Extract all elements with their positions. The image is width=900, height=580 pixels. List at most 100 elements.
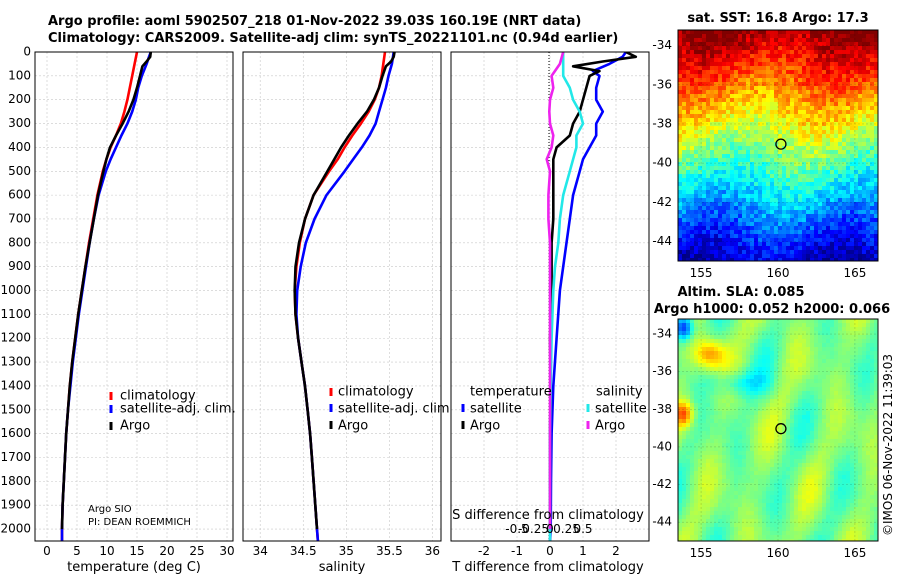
sst-map: sat. SST: 16.8 Argo: 17.3 -34 -36 -38 -40 -4… xyxy=(652,11,879,280)
lat-tick-label: -36 xyxy=(652,364,672,378)
sst-argo-location-marker xyxy=(775,138,787,150)
s-tick-label: 0 xyxy=(546,522,554,536)
lon-tick-label: 155 xyxy=(690,546,713,560)
legend-salinity-title: salinity xyxy=(596,385,643,400)
temperature-panel: 0100200300400500600700800900100011001200… xyxy=(0,45,235,576)
x-tick-label: 35 xyxy=(339,544,354,558)
temperature-legend: climatology satellite-adj. clim. Argo xyxy=(109,389,236,434)
salinity-legend: climatology satellite-adj. clim. Argo xyxy=(329,385,454,434)
depth-tick-label: 1100 xyxy=(0,307,31,321)
sst-grid xyxy=(678,30,878,261)
x-tick-label: 1 xyxy=(579,544,587,558)
x-tick-label: 30 xyxy=(219,544,234,558)
series-line-temperature-satellite xyxy=(548,52,627,541)
lat-tick-label: -38 xyxy=(652,402,672,416)
x-tick-label: 15 xyxy=(129,544,144,558)
dlegend-t-satellite-label: satellite xyxy=(470,402,522,417)
salinity-axis-label: salinity xyxy=(319,560,366,575)
depth-tick-label: 1000 xyxy=(0,283,31,297)
salinity-series xyxy=(293,52,396,541)
depth-tick-label: 300 xyxy=(8,116,31,130)
profile-title: Argo profile: aoml 5902507_218 01-Nov-20… xyxy=(48,14,582,29)
sst-title: sat. SST: 16.8 Argo: 17.3 xyxy=(687,11,868,26)
legend-temperature-title: temperature xyxy=(470,385,552,400)
depth-tick-label: 0 xyxy=(23,45,31,59)
sal-legend-climatology-label: climatology xyxy=(338,385,414,400)
legend-climatology-label: climatology xyxy=(120,389,196,404)
lat-tick-label: -34 xyxy=(652,38,672,52)
depth-tick-label: 1900 xyxy=(0,498,31,512)
depth-tick-label: 700 xyxy=(8,211,31,225)
t-difference-axis-label: T difference from climatology xyxy=(451,560,644,575)
lon-tick-label: 160 xyxy=(767,546,790,560)
x-tick-label: 35.5 xyxy=(376,544,403,558)
x-tick-label: 2 xyxy=(612,544,620,558)
depth-tick-label: 1700 xyxy=(0,450,31,464)
depth-tick-label: 500 xyxy=(8,164,31,178)
x-tick-label: 0 xyxy=(43,544,51,558)
lon-tick-label: 155 xyxy=(690,266,713,280)
dlegend-s-argo-label: Argo xyxy=(595,419,625,434)
salinity-tick-labels: 34 34.5 35 35.5 36 xyxy=(253,544,440,558)
legend-satellite-label: satellite-adj. clim. xyxy=(120,402,236,417)
depth-tick-label: 1800 xyxy=(0,474,31,488)
series-line-argo xyxy=(60,52,153,530)
x-tick-label: 25 xyxy=(189,544,204,558)
depth-tick-label: 900 xyxy=(8,259,31,273)
x-tick-label: 34.5 xyxy=(290,544,317,558)
imos-credit: ©IMOS 06-Nov-2022 11:39:03 xyxy=(881,354,895,536)
lat-tick-label: -44 xyxy=(652,515,672,529)
legend-argo-label: Argo xyxy=(120,419,150,434)
lat-tick-label: -34 xyxy=(652,327,672,341)
sst-lat-ticks: -34 -36 -38 -40 -42 -44 xyxy=(652,38,672,248)
difference-series xyxy=(545,52,638,541)
sla-lon-ticks: 155 160 165 xyxy=(690,546,867,560)
depth-tick-label: 1400 xyxy=(0,378,31,392)
s-difference-axis-label: S difference from climatology xyxy=(452,508,644,523)
x-tick-label: 0 xyxy=(546,544,554,558)
sal-legend-argo-label: Argo xyxy=(338,419,368,434)
s-tick-label: 0.5 xyxy=(573,522,592,536)
lat-tick-label: -40 xyxy=(652,439,672,453)
sla-lat-ticks: -34 -36 -38 -40 -42 -44 xyxy=(652,327,672,529)
difference-legend: temperature satellite Argo salinity sate… xyxy=(461,385,647,434)
s-tick-label: -0.5 xyxy=(505,522,528,536)
lon-tick-label: 165 xyxy=(843,546,866,560)
depth-tick-label: 1300 xyxy=(0,355,31,369)
sla-grid xyxy=(678,319,878,541)
lat-tick-label: -42 xyxy=(652,477,672,491)
temperature-tick-labels: 0 5 10 15 20 25 30 xyxy=(43,544,234,558)
x-tick-label: 34 xyxy=(253,544,268,558)
lat-tick-label: -38 xyxy=(652,116,672,130)
lon-tick-label: 165 xyxy=(843,266,866,280)
s-tick-label: 0.25 xyxy=(553,522,580,536)
s-tick-label: -0.25 xyxy=(518,522,549,536)
depth-tick-label: 100 xyxy=(8,68,31,82)
sla-field xyxy=(678,319,878,541)
pi-credit: PI: DEAN ROEMMICH xyxy=(88,517,191,528)
depth-tick-label: 1200 xyxy=(0,331,31,345)
argo-center-credit: Argo SIO xyxy=(88,504,132,515)
depth-tick-label: 600 xyxy=(8,188,31,202)
sla-title: Altim. SLA: 0.085 xyxy=(678,285,805,300)
sal-legend-satellite-label: satellite-adj. clim. xyxy=(338,402,454,417)
sla-map: Altim. SLA: 0.085 Argo h1000: 0.052 h200… xyxy=(652,285,890,560)
dlegend-t-argo-label: Argo xyxy=(470,419,500,434)
temperature-series xyxy=(60,52,153,541)
x-tick-label: -2 xyxy=(478,544,490,558)
lat-tick-label: -40 xyxy=(652,156,672,170)
climatology-title: Climatology: CARS2009. Satellite-adj cli… xyxy=(48,31,619,46)
salinity-panel: 34 34.5 35 35.5 36 salinity climatology sate… xyxy=(242,51,454,575)
depth-tick-label: 200 xyxy=(8,92,31,106)
x-tick-label: 36 xyxy=(425,544,440,558)
depth-tick-label: 1600 xyxy=(0,426,31,440)
x-tick-label: 10 xyxy=(99,544,114,558)
t-difference-tick-labels: -2 -1 0 1 2 xyxy=(478,544,620,558)
depth-tick-label: 1500 xyxy=(0,402,31,416)
depth-tick-labels: 0 100 200 300 400 500 600 700 800 900 1000 1100 1200… xyxy=(0,45,31,536)
series-line-salinity-argo xyxy=(545,52,565,530)
sla-argo-location-marker xyxy=(775,423,787,435)
lat-tick-label: -44 xyxy=(652,234,672,248)
temperature-grid xyxy=(35,51,233,541)
